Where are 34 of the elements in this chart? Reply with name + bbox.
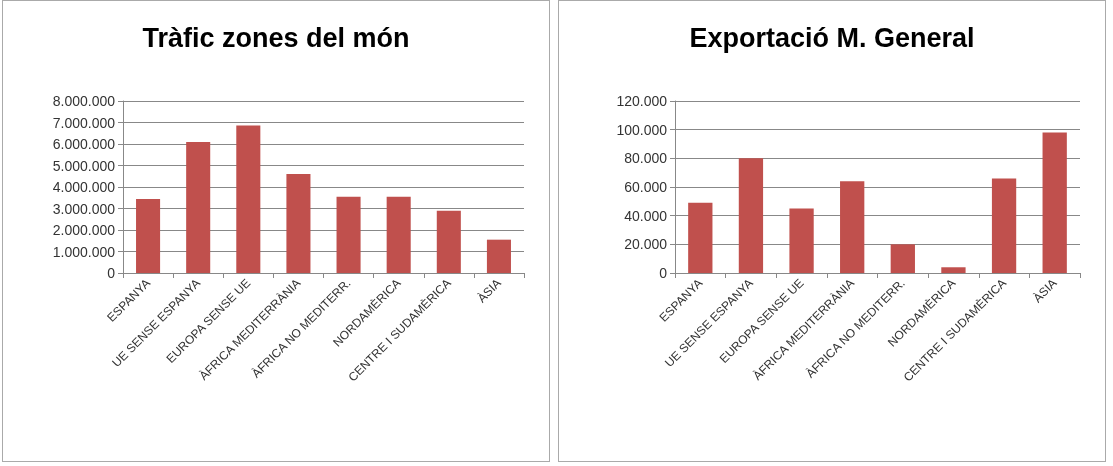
bar [941,267,966,273]
bar [789,208,814,273]
y-tick-label: 60.000 [624,179,668,195]
bar [688,202,713,273]
bar [840,181,865,273]
y-tick-label: 20.000 [624,236,668,253]
y-tick-label: 40.000 [624,207,668,224]
y-tick-label: 0 [107,265,116,281]
bar [336,196,361,273]
y-tick-label: 1.000.000 [52,243,116,260]
y-tick-label: 8.000.000 [52,93,116,109]
y-tick-label: 100.000 [616,121,668,138]
y-tick-label: 2.000.000 [52,222,116,238]
y-tick-label: 120.000 [616,93,668,109]
chart-title: Exportació M. General [689,22,975,53]
bar [136,199,161,273]
y-tick-label: 80.000 [624,150,668,167]
y-tick-label: 7.000.000 [52,114,116,131]
y-tick-label: 6.000.000 [52,136,116,152]
y-tick-label: 0 [659,265,668,281]
bar [890,244,915,273]
bar [486,239,511,273]
y-tick-label: 3.000.000 [52,200,116,217]
bar [738,158,764,273]
bar [436,210,461,273]
bar [236,125,261,273]
bar [386,196,411,273]
y-tick-label: 4.000.000 [52,179,116,195]
chart-title: Tràfic zones del món [142,22,410,53]
y-tick-label: 5.000.000 [52,157,116,174]
bar [991,178,1017,273]
bar [1042,132,1067,273]
bar [186,142,211,273]
bar [286,173,311,273]
